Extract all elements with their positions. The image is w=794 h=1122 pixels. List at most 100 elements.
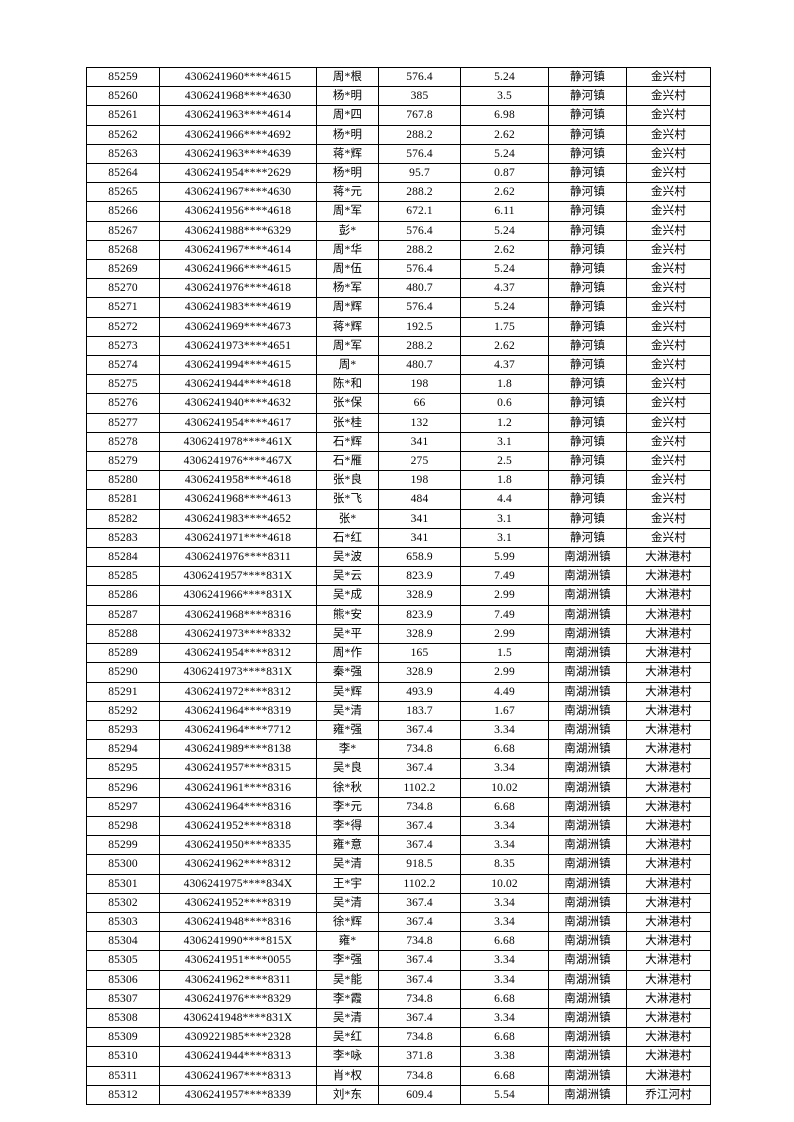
cell-village: 大淋港村 (626, 662, 711, 683)
cell-rate: 2.99 (460, 662, 549, 683)
cell-rate: 10.02 (460, 777, 549, 798)
cell-rate: 1.8 (460, 374, 549, 395)
cell-amount: 576.4 (378, 143, 461, 165)
cell-name: 吴*平 (316, 623, 379, 645)
cell-village: 大淋港村 (626, 739, 711, 760)
cell-rate: 2.5 (460, 451, 549, 472)
cell-name: 周*四 (316, 105, 379, 126)
cell-name: 肖*权 (316, 1065, 379, 1086)
cell-id-number: 4306241964****8316 (159, 796, 317, 817)
cell-seq: 85311 (86, 1065, 160, 1086)
cell-id-number: 4306241963****4614 (159, 105, 317, 126)
cell-id-number: 4306241968****4613 (159, 489, 317, 510)
cell-town: 静河镇 (548, 335, 627, 357)
cell-town: 南湖洲镇 (548, 719, 627, 741)
cell-rate: 3.1 (460, 527, 549, 549)
cell-id-number: 4306241960****4615 (159, 66, 317, 88)
cell-rate: 7.49 (460, 604, 549, 625)
cell-town: 静河镇 (548, 278, 627, 299)
cell-id-number: 4306241976****8311 (159, 547, 317, 568)
cell-town: 静河镇 (548, 527, 627, 549)
table-row: 85279 4306241976****467X 石*雁 275 2.5 静河镇 金兴村 (86, 451, 711, 472)
cell-id-number: 4306241973****831X (159, 662, 317, 683)
cell-amount: 288.2 (378, 335, 461, 357)
cell-rate: 4.4 (460, 489, 549, 510)
cell-village: 大淋港村 (626, 969, 711, 990)
cell-name: 杨*军 (316, 278, 379, 299)
cell-seq: 85285 (86, 566, 160, 587)
cell-id-number: 4306241948****831X (159, 1007, 317, 1029)
cell-village: 金兴村 (626, 355, 711, 376)
cell-seq: 85269 (86, 259, 160, 280)
cell-town: 南湖洲镇 (548, 873, 627, 894)
cell-amount: 493.9 (378, 681, 461, 702)
cell-village: 大淋港村 (626, 547, 711, 568)
cell-id-number: 4306241976****4618 (159, 278, 317, 299)
cell-amount: 734.8 (378, 1065, 461, 1086)
subsidy-data-table: 85259 4306241960****4615 周*根 576.4 5.24 静河镇 金兴… (86, 66, 711, 1105)
cell-id-number: 4306241956****4618 (159, 201, 317, 222)
cell-rate: 1.2 (460, 412, 549, 433)
table-row: 85278 4306241978****461X 石*辉 341 3.1 静河镇 金兴村 (86, 431, 711, 453)
cell-rate: 7.49 (460, 566, 549, 587)
cell-rate: 3.34 (460, 719, 549, 741)
table-row: 85295 4306241957****8315 吴*良 367.4 3.34 南湖洲镇大… (86, 758, 711, 779)
cell-amount: 367.4 (378, 892, 461, 913)
cell-seq: 85260 (86, 86, 160, 107)
cell-amount: 95.7 (378, 163, 461, 184)
cell-town: 南湖洲镇 (548, 739, 627, 760)
cell-name: 刘*东 (316, 1084, 379, 1105)
cell-town: 南湖洲镇 (548, 547, 627, 568)
cell-seq: 85270 (86, 278, 160, 299)
cell-id-number: 4306241962****8312 (159, 854, 317, 875)
table-row: 85265 4306241967****4630 蒋*元 288.2 2.62 静河镇 金兴… (86, 182, 711, 203)
cell-seq: 85287 (86, 604, 160, 625)
cell-village: 乔江河村 (626, 1084, 711, 1105)
cell-rate: 3.38 (460, 1046, 549, 1067)
cell-amount: 328.9 (378, 585, 461, 606)
table-row: 85271 4306241983****4619 周*辉 576.4 5.24 静河镇 金兴… (86, 297, 711, 318)
cell-amount: 288.2 (378, 239, 461, 261)
cell-amount: 367.4 (378, 969, 461, 990)
cell-amount: 385 (378, 86, 461, 107)
cell-id-number: 4306241954****8312 (159, 643, 317, 664)
cell-amount: 341 (378, 527, 461, 549)
cell-id-number: 4306241963****4639 (159, 143, 317, 165)
cell-amount: 132 (378, 412, 461, 433)
cell-seq: 85305 (86, 950, 160, 971)
cell-amount: 1102.2 (378, 777, 461, 798)
cell-town: 静河镇 (548, 412, 627, 433)
cell-name: 张*桂 (316, 412, 379, 433)
cell-name: 吴*清 (316, 700, 379, 721)
cell-amount: 367.4 (378, 758, 461, 779)
cell-name: 吴*波 (316, 547, 379, 568)
cell-name: 张*良 (316, 470, 379, 491)
cell-id-number: 4306241964****8319 (159, 700, 317, 721)
cell-name: 周*军 (316, 335, 379, 357)
cell-name: 周*作 (316, 643, 379, 664)
table-row: 85282 4306241983****4652 张* 341 3.1 静河镇 金兴村 (86, 508, 711, 529)
cell-name: 李*霞 (316, 988, 379, 1009)
table-row: 85301 4306241975****834X 王*宇 1102.2 10.02 南湖洲… (86, 873, 711, 894)
cell-rate: 3.34 (460, 892, 549, 913)
cell-name: 周*华 (316, 239, 379, 261)
cell-seq: 85309 (86, 1027, 160, 1048)
cell-town: 南湖洲镇 (548, 681, 627, 702)
cell-town: 静河镇 (548, 201, 627, 222)
cell-town: 静河镇 (548, 297, 627, 318)
cell-seq: 85259 (86, 66, 160, 88)
cell-rate: 2.99 (460, 623, 549, 645)
cell-village: 大淋港村 (626, 835, 711, 856)
cell-town: 南湖洲镇 (548, 585, 627, 606)
cell-seq: 85271 (86, 297, 160, 318)
cell-village: 金兴村 (626, 86, 711, 107)
cell-seq: 85283 (86, 527, 160, 549)
cell-village: 大淋港村 (626, 931, 711, 952)
cell-rate: 3.5 (460, 86, 549, 107)
cell-seq: 85297 (86, 796, 160, 817)
cell-rate: 8.35 (460, 854, 549, 875)
cell-id-number: 4306241973****4651 (159, 335, 317, 357)
cell-id-number: 4306241950****8335 (159, 835, 317, 856)
cell-amount: 734.8 (378, 739, 461, 760)
